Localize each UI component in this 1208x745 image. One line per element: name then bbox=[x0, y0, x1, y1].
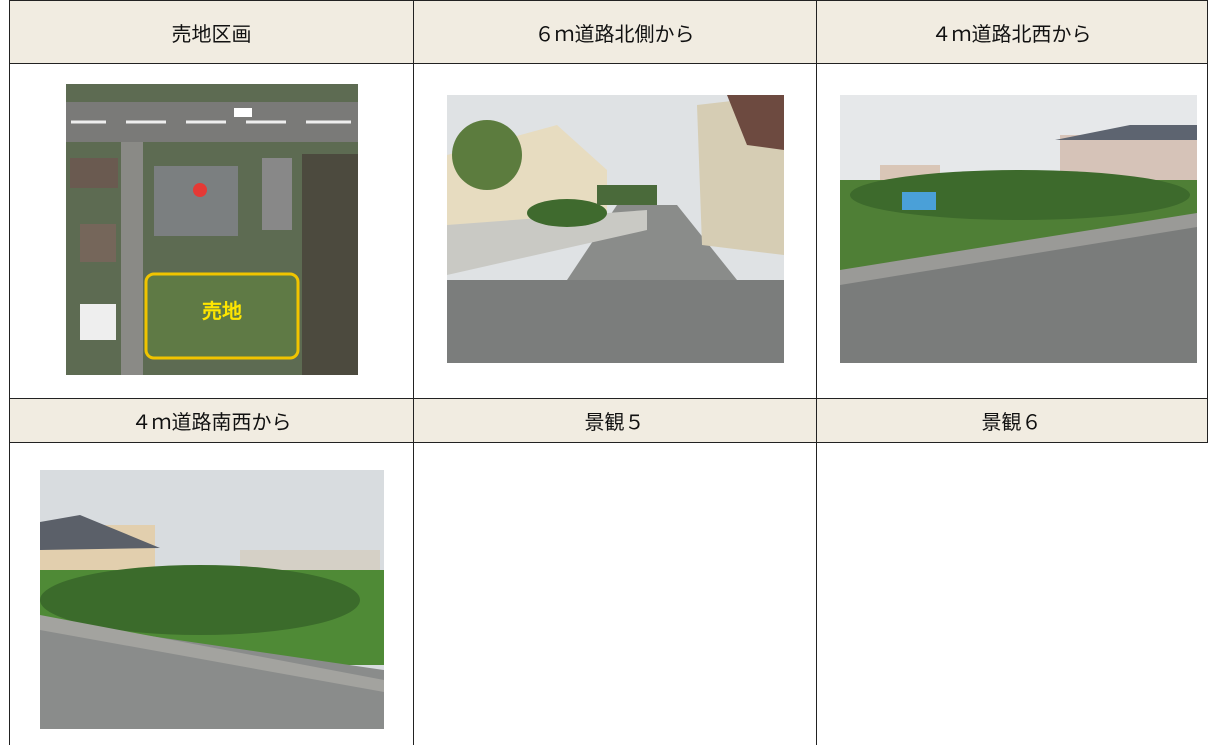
border bbox=[816, 0, 817, 745]
border bbox=[413, 0, 414, 745]
border bbox=[9, 0, 1208, 1]
header-cell: ６ｍ道路北側から bbox=[413, 1, 816, 63]
border bbox=[9, 0, 10, 745]
street-photo bbox=[840, 95, 1197, 363]
street-photo bbox=[447, 95, 784, 363]
border bbox=[9, 442, 1208, 443]
header-cell: ４ｍ道路南西から bbox=[10, 398, 413, 442]
aerial-label: 売地 bbox=[202, 299, 242, 323]
header-cell: 景観６ bbox=[816, 398, 1207, 442]
border bbox=[9, 63, 1208, 64]
aerial-photo: 売地 bbox=[66, 84, 358, 375]
header-cell: ４ｍ道路北西から bbox=[816, 1, 1207, 63]
border bbox=[9, 398, 1208, 399]
street-photo bbox=[40, 470, 384, 729]
header-cell: 売地区画 bbox=[10, 1, 413, 63]
header-cell: 景観５ bbox=[413, 398, 816, 442]
